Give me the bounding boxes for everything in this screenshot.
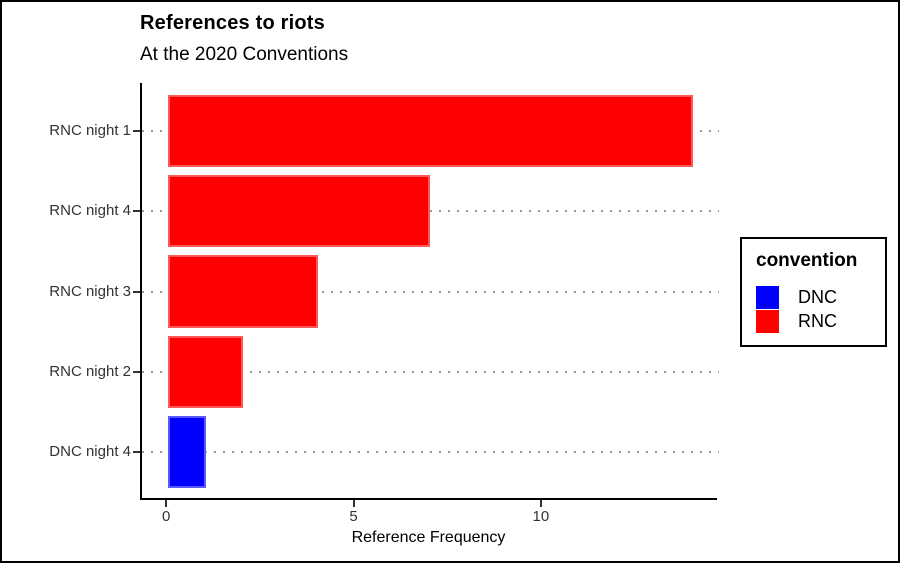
x-axis-tick-label-2: 5 [349,508,358,525]
legend-title: convention [756,250,858,271]
x-axis-tick-2 [352,500,355,507]
y-axis-tick-4 [133,370,140,373]
x-axis-title: Reference Frequency [351,529,506,546]
x-axis-tick-1 [165,500,168,507]
chart-subtitle: At the 2020 Conventions [140,44,349,65]
legend-swatch-dnc [756,285,779,309]
y-axis-tick-2 [133,210,140,213]
y-axis-label-2: RNC night 4 [49,202,131,220]
bar-rnc-night-3 [168,255,319,328]
y-axis-label-1: RNC night 1 [49,122,131,140]
bar-dnc-night-4 [168,415,206,488]
bar-rnc-night-1 [168,95,693,168]
legend-label-dnc: DNC [798,286,837,307]
gridline-4 [142,370,719,373]
y-axis-tick-1 [133,130,140,133]
legend-swatch-rnc [756,309,779,333]
chart-title: References to riots [140,12,325,34]
y-axis-label-5: DNC night 4 [49,442,131,460]
y-axis-tick-3 [133,290,140,293]
x-axis-tick-label-3: 10 [532,508,550,525]
legend-box: convention DNC RNC [740,237,887,347]
chart-panel [140,83,719,500]
x-axis-tick-label-1: 0 [162,508,171,525]
gridline-5 [142,450,719,453]
y-axis-label-3: RNC night 3 [49,282,131,300]
y-axis-tick-5 [133,450,140,453]
x-axis-tick-3 [539,500,542,507]
legend-entry-dnc: DNC [756,285,871,309]
bar-rnc-night-4 [168,175,431,248]
gridline-2 [142,210,719,213]
bar-rnc-night-2 [168,335,244,408]
legend-entry-rnc: RNC [756,309,871,333]
legend-label-rnc: RNC [798,310,837,331]
y-axis-label-4: RNC night 2 [49,362,131,380]
gridline-3 [142,290,719,293]
